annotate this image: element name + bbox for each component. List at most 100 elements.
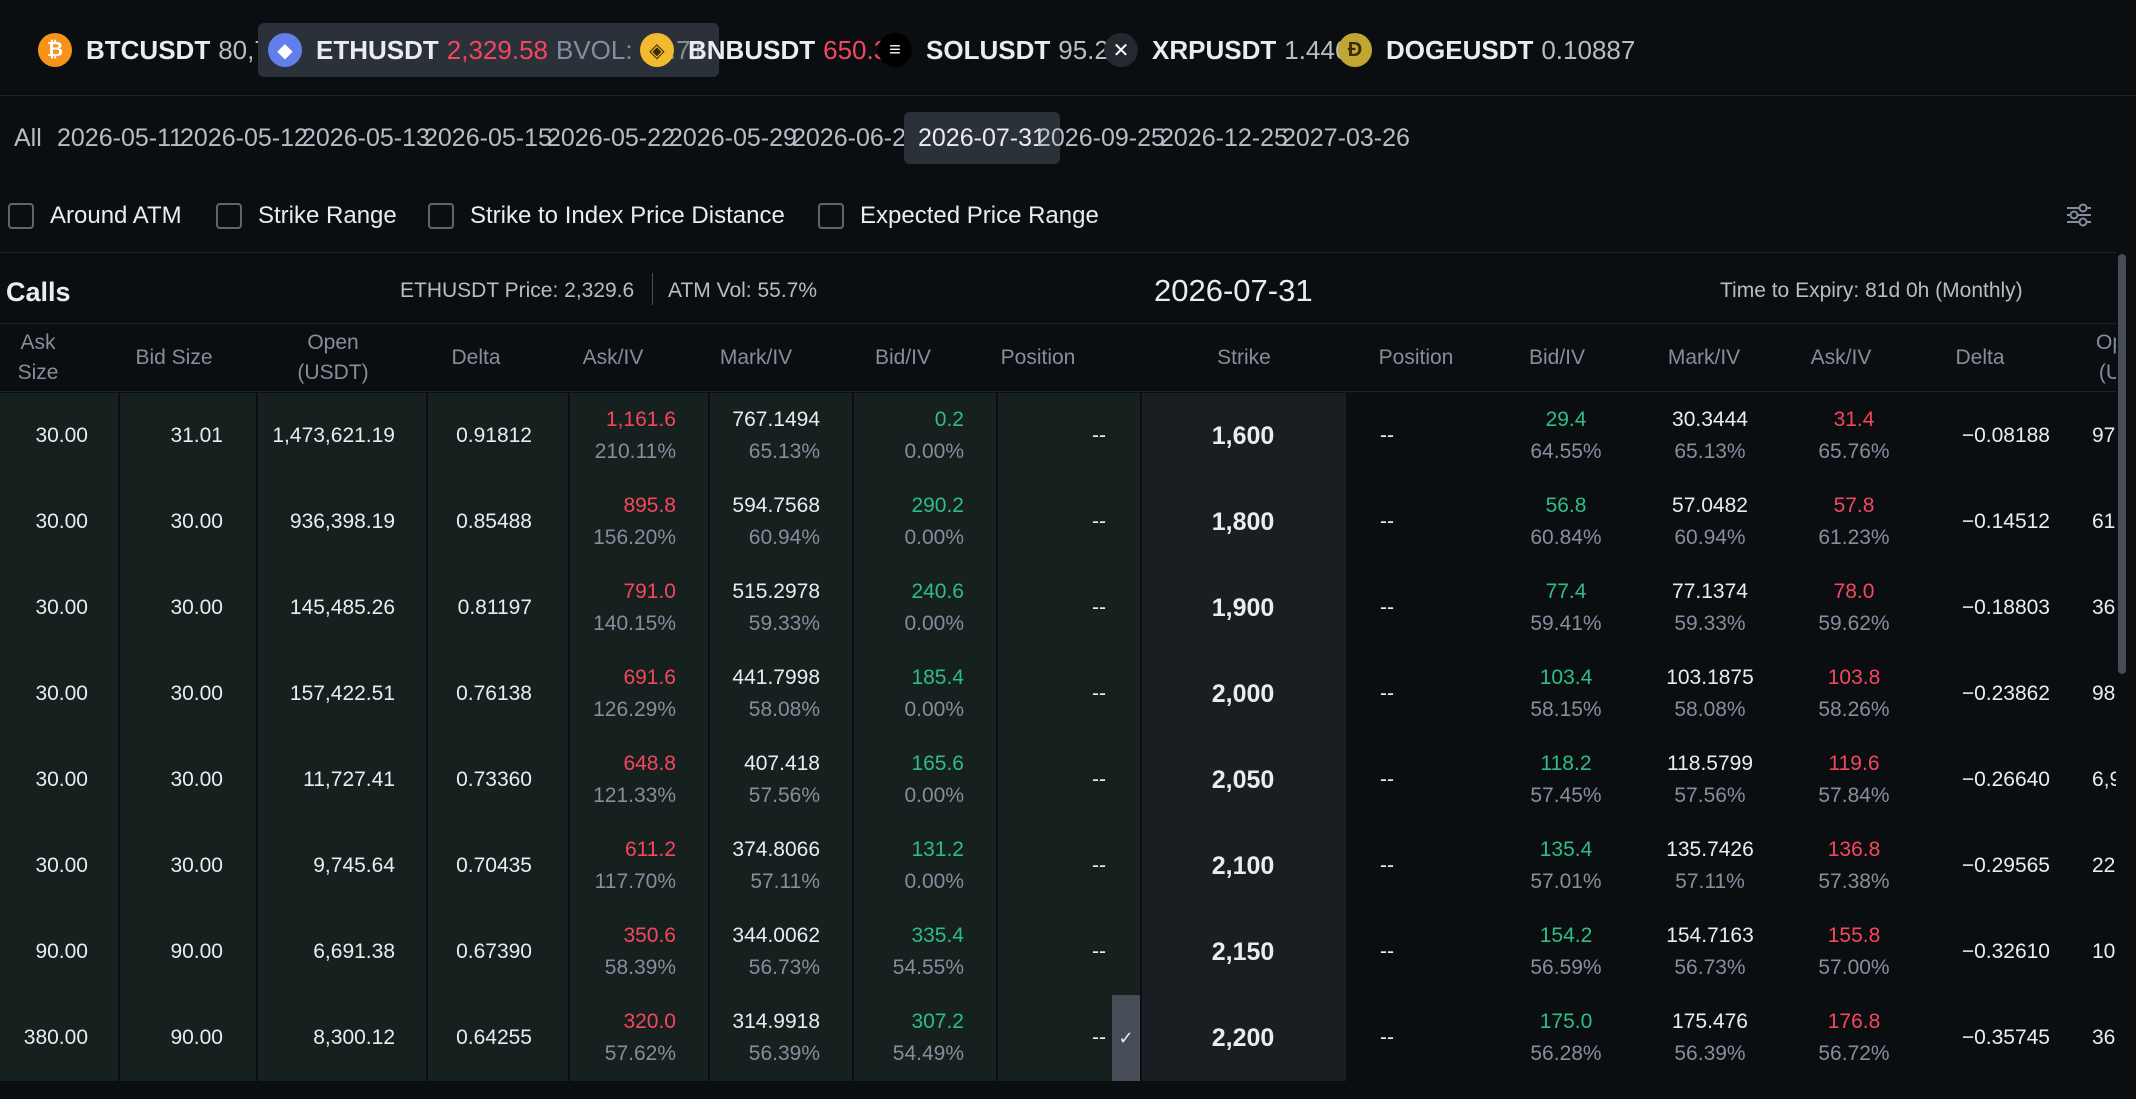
call-bid-size: 30.00 bbox=[120, 479, 223, 565]
call-ask[interactable]: 691.6 126.29% bbox=[570, 651, 676, 737]
call-bid[interactable]: 185.4 0.00% bbox=[854, 651, 964, 737]
checkbox[interactable] bbox=[818, 203, 844, 229]
table-scrollbar[interactable] bbox=[2118, 254, 2126, 674]
call-bid[interactable]: 335.4 54.55% bbox=[854, 909, 964, 995]
call-mark[interactable]: 314.9918 56.39% bbox=[710, 995, 820, 1081]
header-bid-size[interactable]: Bid Size bbox=[135, 346, 213, 369]
put-mark[interactable]: 175.476 56.39% bbox=[1638, 995, 1782, 1081]
header-open[interactable]: Open (USDT) bbox=[297, 331, 369, 384]
put-ask[interactable]: 176.8 56.72% bbox=[1782, 995, 1926, 1081]
check-icon[interactable]: ✓ bbox=[1112, 995, 1140, 1081]
header-bid-iv[interactable]: Bid/IV bbox=[874, 346, 932, 369]
date-tab-2026-07-31[interactable]: 2026-07-31 bbox=[904, 112, 1060, 164]
put-mark[interactable]: 135.7426 57.11% bbox=[1638, 823, 1782, 909]
table-row[interactable]: 30.00 31.01 1,473,621.19 0.91812 1,161.6 210.… bbox=[0, 393, 2116, 479]
put-ask[interactable]: 136.8 57.38% bbox=[1782, 823, 1926, 909]
date-tab-2027-03-26[interactable]: 2027-03-26 bbox=[1282, 124, 1410, 152]
call-ask[interactable]: 895.8 156.20% bbox=[570, 479, 676, 565]
call-ask-size: 30.00 bbox=[0, 737, 88, 823]
header-strike[interactable]: Strike bbox=[1217, 346, 1271, 369]
ticker-dogeusdt[interactable]: Ð DOGEUSDT 0.10887 bbox=[1328, 23, 1649, 77]
filter-strike-range[interactable]: Strike Range bbox=[216, 196, 397, 236]
column-divider bbox=[2060, 909, 2062, 995]
checkbox[interactable] bbox=[8, 203, 34, 229]
call-ask[interactable]: 1,161.6 210.11% bbox=[570, 393, 676, 479]
header-put-delta[interactable]: Delta bbox=[1955, 346, 2005, 369]
call-bid[interactable]: 290.2 0.00% bbox=[854, 479, 964, 565]
filter-expected-price-range[interactable]: Expected Price Range bbox=[818, 196, 1099, 236]
filter-around-atm[interactable]: Around ATM bbox=[8, 196, 182, 236]
strike: 2,100 bbox=[1140, 823, 1346, 909]
put-ask[interactable]: 155.8 57.00% bbox=[1782, 909, 1926, 995]
put-bid[interactable]: 77.4 59.41% bbox=[1494, 565, 1638, 651]
table-row[interactable]: 30.00 30.00 145,485.26 0.81197 791.0 140.15% 5… bbox=[0, 565, 2116, 651]
call-ask[interactable]: 350.6 58.39% bbox=[570, 909, 676, 995]
put-mark[interactable]: 103.1875 58.08% bbox=[1638, 651, 1782, 737]
table-row[interactable]: 90.00 90.00 6,691.38 0.67390 350.6 58.39% 344.… bbox=[0, 909, 2116, 995]
call-ask[interactable]: 320.0 57.62% bbox=[570, 995, 676, 1081]
put-ask[interactable]: 119.6 57.84% bbox=[1782, 737, 1926, 823]
date-tab-2026-05-29[interactable]: 2026-05-29 bbox=[669, 124, 797, 152]
call-bid[interactable]: 165.6 0.00% bbox=[854, 737, 964, 823]
call-ask[interactable]: 611.2 117.70% bbox=[570, 823, 676, 909]
date-tab-2026-05-12[interactable]: 2026-05-12 bbox=[180, 124, 308, 152]
call-mark[interactable]: 594.7568 60.94% bbox=[710, 479, 820, 565]
put-bid[interactable]: 103.4 58.15% bbox=[1494, 651, 1638, 737]
header-put-ask-iv[interactable]: Ask/IV bbox=[1810, 346, 1872, 369]
settings-sliders-icon[interactable] bbox=[2064, 200, 2094, 230]
date-tab-2026-06-26[interactable]: 2026-06-26 bbox=[792, 124, 920, 152]
call-bid[interactable]: 131.2 0.00% bbox=[854, 823, 964, 909]
call-ask[interactable]: 648.8 121.33% bbox=[570, 737, 676, 823]
checkbox[interactable] bbox=[428, 203, 454, 229]
header-put-bid-iv[interactable]: Bid/IV bbox=[1528, 346, 1586, 369]
date-tab-2026-05-22[interactable]: 2026-05-22 bbox=[547, 124, 675, 152]
call-ask[interactable]: 791.0 140.15% bbox=[570, 565, 676, 651]
call-bid[interactable]: 240.6 0.00% bbox=[854, 565, 964, 651]
put-ask[interactable]: 57.8 61.23% bbox=[1782, 479, 1926, 565]
call-bid[interactable]: 0.2 0.00% bbox=[854, 393, 964, 479]
date-tab-2026-12-25[interactable]: 2026-12-25 bbox=[1160, 124, 1288, 152]
call-mark[interactable]: 407.418 57.56% bbox=[710, 737, 820, 823]
table-row[interactable]: 30.00 30.00 9,745.64 0.70435 611.2 117.70% 374… bbox=[0, 823, 2116, 909]
date-tab-2026-05-15[interactable]: 2026-05-15 bbox=[424, 124, 552, 152]
table-row[interactable]: 30.00 30.00 936,398.19 0.85488 895.8 156.20% 5… bbox=[0, 479, 2116, 565]
put-mark[interactable]: 154.7163 56.73% bbox=[1638, 909, 1782, 995]
header-delta[interactable]: Delta bbox=[451, 346, 501, 369]
filter-strike-distance[interactable]: Strike to Index Price Distance bbox=[428, 196, 785, 236]
put-bid[interactable]: 29.4 64.55% bbox=[1494, 393, 1638, 479]
date-tab-2026-05-11[interactable]: 2026-05-11 bbox=[57, 124, 184, 152]
put-mark[interactable]: 57.0482 60.94% bbox=[1638, 479, 1782, 565]
call-mark[interactable]: 344.0062 56.73% bbox=[710, 909, 820, 995]
header-ask-iv[interactable]: Ask/IV bbox=[582, 346, 644, 369]
header-position[interactable]: Position bbox=[1000, 346, 1076, 369]
put-mark[interactable]: 30.3444 65.13% bbox=[1638, 393, 1782, 479]
call-bid[interactable]: 307.2 54.49% bbox=[854, 995, 964, 1081]
table-row[interactable]: 30.00 30.00 157,422.51 0.76138 691.6 126.29% 4… bbox=[0, 651, 2116, 737]
header-put-mark-iv[interactable]: Mark/IV bbox=[1667, 346, 1741, 369]
date-tab-2026-05-13[interactable]: 2026-05-13 bbox=[302, 124, 430, 152]
date-tab-all[interactable]: All bbox=[14, 124, 42, 152]
call-mark[interactable]: 515.2978 59.33% bbox=[710, 565, 820, 651]
header-put-open[interactable]: Op (U bbox=[2095, 331, 2116, 384]
put-ask[interactable]: 78.0 59.62% bbox=[1782, 565, 1926, 651]
put-bid[interactable]: 175.0 56.28% bbox=[1494, 995, 1638, 1081]
call-mark-iv: 59.33% bbox=[748, 612, 820, 635]
put-bid[interactable]: 118.2 57.45% bbox=[1494, 737, 1638, 823]
header-mark-iv[interactable]: Mark/IV bbox=[719, 346, 793, 369]
header-put-position[interactable]: Position bbox=[1378, 346, 1454, 369]
checkbox[interactable] bbox=[216, 203, 242, 229]
put-ask[interactable]: 31.4 65.76% bbox=[1782, 393, 1926, 479]
table-row[interactable]: 380.00 90.00 8,300.12 0.64255 320.0 57.62% 314… bbox=[0, 995, 2116, 1081]
put-mark[interactable]: 77.1374 59.33% bbox=[1638, 565, 1782, 651]
put-mark[interactable]: 118.5799 57.56% bbox=[1638, 737, 1782, 823]
table-row[interactable]: 30.00 30.00 11,727.41 0.73360 648.8 121.33% 40… bbox=[0, 737, 2116, 823]
put-ask[interactable]: 103.8 58.26% bbox=[1782, 651, 1926, 737]
call-mark[interactable]: 374.8066 57.11% bbox=[710, 823, 820, 909]
put-bid[interactable]: 154.2 56.59% bbox=[1494, 909, 1638, 995]
call-mark[interactable]: 441.7998 58.08% bbox=[710, 651, 820, 737]
date-tab-2026-09-25[interactable]: 2026-09-25 bbox=[1037, 124, 1165, 152]
put-bid[interactable]: 56.8 60.84% bbox=[1494, 479, 1638, 565]
header-ask-size[interactable]: Ask Size bbox=[17, 331, 59, 384]
call-mark[interactable]: 767.1494 65.13% bbox=[710, 393, 820, 479]
put-bid[interactable]: 135.4 57.01% bbox=[1494, 823, 1638, 909]
